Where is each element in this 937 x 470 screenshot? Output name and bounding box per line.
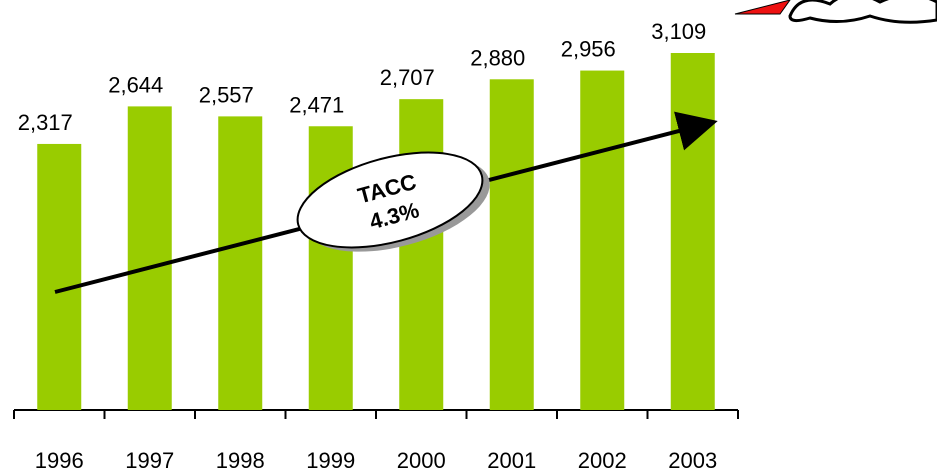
value-label: 2,956: [561, 37, 616, 62]
x-tick-label: 1997: [125, 448, 174, 470]
x-tick-label: 2000: [397, 448, 446, 470]
bar: [670, 53, 715, 410]
bar: [218, 116, 263, 410]
x-tick-label: 1998: [216, 448, 265, 470]
callout-decoration: [734, 0, 937, 24]
bar: [399, 99, 444, 410]
x-tick-label: 2002: [578, 448, 627, 470]
value-label: 2,317: [18, 110, 73, 135]
bar: [308, 126, 353, 410]
x-tick-label: 2003: [668, 448, 717, 470]
x-tick-label: 1999: [306, 448, 355, 470]
value-label: 2,880: [470, 45, 525, 70]
value-label: 3,109: [651, 19, 706, 44]
bar: [489, 79, 534, 410]
bar: [127, 106, 172, 410]
value-label: 2,644: [108, 72, 163, 97]
bar: [580, 70, 625, 411]
value-label: 2,707: [380, 65, 435, 90]
bar: [37, 143, 82, 410]
value-label: 2,557: [199, 82, 254, 107]
plot-area: 1996 2,317 1997 2,644 1998 2,557 1999 2,471 2000…: [13, 19, 739, 470]
x-tick-label: 2001: [487, 448, 536, 470]
x-tick-label: 1996: [35, 448, 84, 470]
tacc-badge: TACC 4.3%: [296, 151, 490, 252]
value-label: 2,471: [289, 92, 344, 117]
